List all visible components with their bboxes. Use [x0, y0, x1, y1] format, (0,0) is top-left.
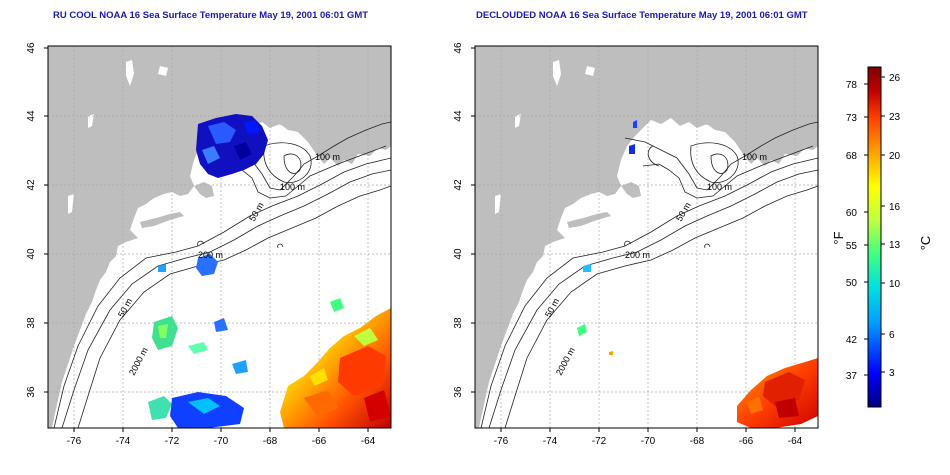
fahrenheit-axis-label: °F [831, 231, 846, 244]
contour-label: 100 m [707, 182, 732, 192]
fahrenheit-tick-label: 60 [846, 208, 858, 219]
contour-label: 100 m [280, 182, 305, 192]
y-tick-label: 36 [26, 386, 37, 398]
right-warm-gulf-stream-patch [737, 358, 818, 428]
y-tick-label: 36 [453, 386, 464, 398]
celsius-tick-label: 23 [889, 112, 901, 123]
x-tick-label: -72 [165, 436, 180, 447]
x-tick-label: -74 [116, 436, 131, 447]
left-cold-water-patch [196, 114, 268, 178]
contour-label: 200 m [198, 250, 223, 260]
fahrenheit-tick-label: 55 [846, 241, 858, 252]
x-tick-label: -66 [312, 436, 327, 447]
x-tick-label: -68 [263, 436, 278, 447]
y-tick-label: 44 [453, 110, 464, 122]
x-tick-label: -74 [543, 436, 558, 447]
x-tick-label: -68 [690, 436, 705, 447]
left-scattered-patches [148, 254, 344, 428]
y-tick-label: 42 [453, 179, 464, 191]
celsius-tick-label: 10 [889, 279, 901, 290]
x-tick-label: -76 [67, 436, 82, 447]
y-tick-label: 38 [26, 317, 37, 329]
celsius-tick-label: 16 [889, 202, 901, 213]
right-sst-map: 100 m 100 m 50 m 200 m 50 m 2000 m -76 -… [453, 42, 819, 447]
temperature-colorbar: 78 73 68 60 55 50 42 37 26 23 20 16 13 1… [831, 66, 933, 408]
celsius-tick-label: 20 [889, 151, 901, 162]
celsius-tick-label: 3 [889, 368, 895, 379]
y-tick-label: 38 [453, 317, 464, 329]
x-tick-label: -66 [739, 436, 754, 447]
celsius-tick-label: 13 [889, 240, 901, 251]
left-graticule [48, 46, 391, 428]
x-tick-label: -72 [592, 436, 607, 447]
y-tick-label: 46 [453, 42, 464, 54]
colorbar-gradient [867, 66, 882, 408]
x-tick-label: -70 [641, 436, 656, 447]
y-tick-label: 40 [453, 248, 464, 260]
fahrenheit-tick-label: 78 [846, 80, 858, 91]
celsius-tick-label: 26 [889, 73, 901, 84]
fahrenheit-tick-label: 68 [846, 151, 858, 162]
y-tick-label: 46 [26, 42, 37, 54]
right-map-frame [474, 45, 819, 429]
y-tick-label: 44 [26, 110, 37, 122]
left-map-frame [47, 45, 392, 429]
x-tick-label: -76 [494, 436, 509, 447]
right-scattered-patches [577, 120, 637, 355]
x-tick-label: -70 [214, 436, 229, 447]
left-map-title: RU COOL NOAA 16 Sea Surface Temperature … [53, 10, 369, 21]
contour-label: 100 m [315, 152, 340, 162]
x-tick-label: -64 [788, 436, 803, 447]
right-map-title: DECLOUDED NOAA 16 Sea Surface Temperatur… [476, 10, 808, 21]
contour-label: 100 m [742, 152, 767, 162]
left-warm-gulf-stream-patch [280, 308, 391, 428]
contour-label: 200 m [625, 250, 650, 260]
fahrenheit-tick-label: 37 [846, 371, 858, 382]
y-tick-label: 42 [26, 179, 37, 191]
y-tick-label: 40 [26, 248, 37, 260]
celsius-axis-label: °C [918, 236, 933, 251]
x-tick-label: -64 [361, 436, 376, 447]
left-sst-map: 100 m 100 m 50 m 200 m 50 m 2000 m -76 -… [26, 42, 392, 447]
fahrenheit-tick-label: 73 [846, 113, 858, 124]
celsius-tick-label: 6 [889, 330, 895, 341]
fahrenheit-tick-label: 42 [846, 335, 858, 346]
fahrenheit-tick-label: 50 [846, 278, 858, 289]
